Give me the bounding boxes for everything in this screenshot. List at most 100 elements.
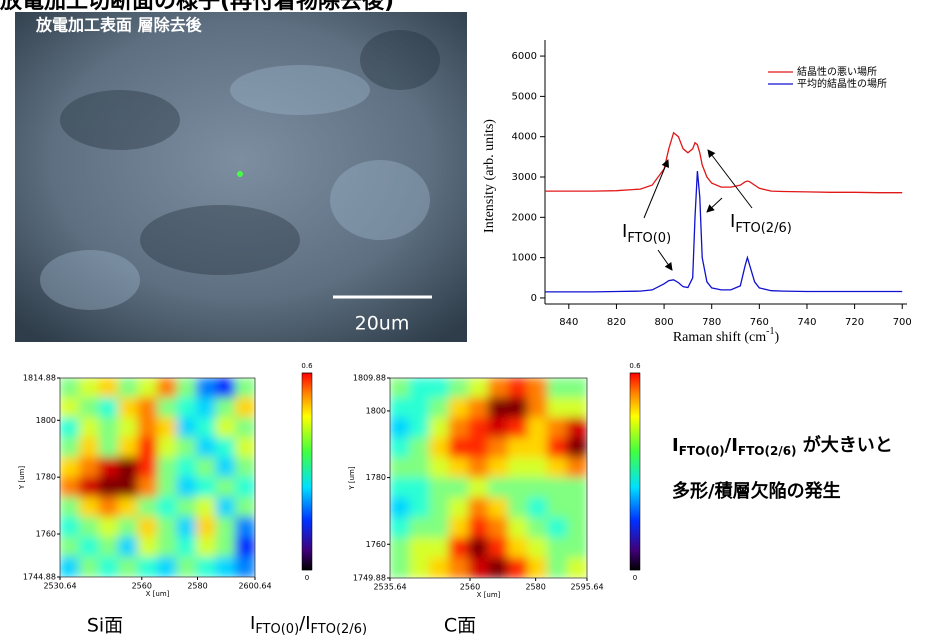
heatmap-cell	[567, 438, 588, 459]
heatmap-cell	[508, 398, 529, 419]
heatmap-cell	[390, 438, 411, 459]
heatmap-cell	[157, 417, 178, 438]
text-part: I	[672, 435, 679, 456]
x-tick-label: 840	[559, 317, 578, 328]
heatmap-cell	[429, 478, 450, 499]
heatmap-cell	[138, 397, 159, 418]
heatmap-cell	[118, 417, 139, 438]
heatmap-cell	[429, 378, 450, 399]
text-part: Raman shift (cm	[673, 330, 766, 345]
x-tick-label: 2580	[187, 582, 207, 591]
heatmap-cell	[488, 398, 509, 419]
heatmap-cell	[157, 557, 178, 578]
heatmap-cell	[547, 558, 568, 579]
heatmap-cell	[99, 378, 120, 399]
heatmap-cell	[567, 518, 588, 539]
y-tick-label: 1814.88	[23, 374, 56, 383]
heatmap-cell	[60, 517, 81, 538]
heatmap-cell	[177, 557, 198, 578]
x-tick-label: 700	[893, 317, 912, 328]
heatmap-cell	[157, 517, 178, 538]
heatmap-cell	[60, 557, 81, 578]
heatmap-cell	[488, 538, 509, 559]
annotation-arrow	[644, 160, 668, 218]
heatmap-cell	[390, 538, 411, 559]
heatmap-cell	[79, 517, 100, 538]
heatmap-cell	[468, 538, 489, 559]
heatmap-cell	[567, 398, 588, 419]
heatmap-cell	[99, 417, 120, 438]
heatmap-cell	[138, 417, 159, 438]
heatmap-cell	[390, 498, 411, 519]
heatmap-cell	[177, 457, 198, 478]
heatmap-cell	[409, 498, 430, 519]
colorbar-tick-label: 0.6	[629, 362, 641, 370]
heatmap-cell	[468, 498, 489, 519]
annotation-arrow	[658, 250, 672, 270]
annotation-arrow	[708, 150, 752, 208]
heatmap-cell	[196, 457, 217, 478]
heatmap-cell	[468, 478, 489, 499]
heatmap-cell	[429, 418, 450, 439]
series-line	[545, 133, 902, 193]
heatmap-cell	[216, 517, 237, 538]
annotation: IFTO(0)	[622, 221, 671, 246]
heatmap-cell	[157, 397, 178, 418]
heatmap-cell	[177, 378, 198, 399]
heatmap-cell	[390, 398, 411, 419]
heatmap-cell	[118, 497, 139, 518]
heatmap-cell	[235, 378, 256, 399]
heatmap-cell	[118, 378, 139, 399]
heatmap-cell	[177, 397, 198, 418]
heatmap-cell	[157, 477, 178, 498]
heatmap-cell	[196, 517, 217, 538]
heatmap-cell	[449, 538, 470, 559]
heatmap-cell	[567, 498, 588, 519]
text-part: -1	[766, 326, 774, 337]
heatmap-cell	[99, 497, 120, 518]
x-axis-label: Raman shift (cm-1)	[673, 326, 780, 345]
heatmap-cell	[508, 478, 529, 499]
heatmap-cell	[196, 477, 217, 498]
y-tick-label: 0	[531, 293, 537, 304]
x-tick-label: 820	[607, 317, 626, 328]
heatmap-cell	[60, 437, 81, 458]
y-tick-label: 1749.88	[353, 574, 386, 583]
heatmap-cell	[390, 558, 411, 579]
heatmap-cell	[567, 538, 588, 559]
heatmap-cell	[409, 398, 430, 419]
y-axis-label: Intensity (arb. units)	[482, 119, 497, 233]
heatmap-cell	[138, 557, 159, 578]
heatmap-cell	[449, 478, 470, 499]
heatmap-cell	[216, 378, 237, 399]
heatmap-cell	[527, 478, 548, 499]
y-tick-label: 4000	[512, 132, 537, 143]
text-part: FTO(2/6)	[738, 444, 797, 458]
heatmap-cell	[468, 458, 489, 479]
legend-label: 平均的結晶性の場所	[797, 77, 887, 90]
heatmap	[60, 378, 256, 578]
heatmap-cell	[235, 417, 256, 438]
heatmap-cell	[177, 497, 198, 518]
photo-label: 放電加工表面 層除去後	[35, 16, 203, 35]
heatmap-cell	[118, 537, 139, 558]
heatmap-cell	[235, 477, 256, 498]
heatmap-cell	[177, 537, 198, 558]
heatmap-cell	[390, 418, 411, 439]
heatmap-cell	[235, 557, 256, 578]
laser-spot	[237, 171, 243, 177]
y-tick-label: 1800	[36, 416, 56, 425]
x-tick-label: 740	[797, 317, 816, 328]
heatmap-cell	[60, 378, 81, 399]
heatmap-cell	[138, 517, 159, 538]
heatmap-cell	[488, 378, 509, 399]
y-tick-label: 3000	[512, 172, 537, 183]
heatmap-cell	[567, 478, 588, 499]
y-tick-label: 1800	[366, 406, 386, 415]
heatmap-cell	[567, 458, 588, 479]
heatmap-cell	[547, 438, 568, 459]
heatmap-cell	[235, 517, 256, 538]
legend-label: 結晶性の悪い場所	[797, 65, 877, 78]
heatmap-cell	[527, 438, 548, 459]
heatmap-cell	[60, 497, 81, 518]
